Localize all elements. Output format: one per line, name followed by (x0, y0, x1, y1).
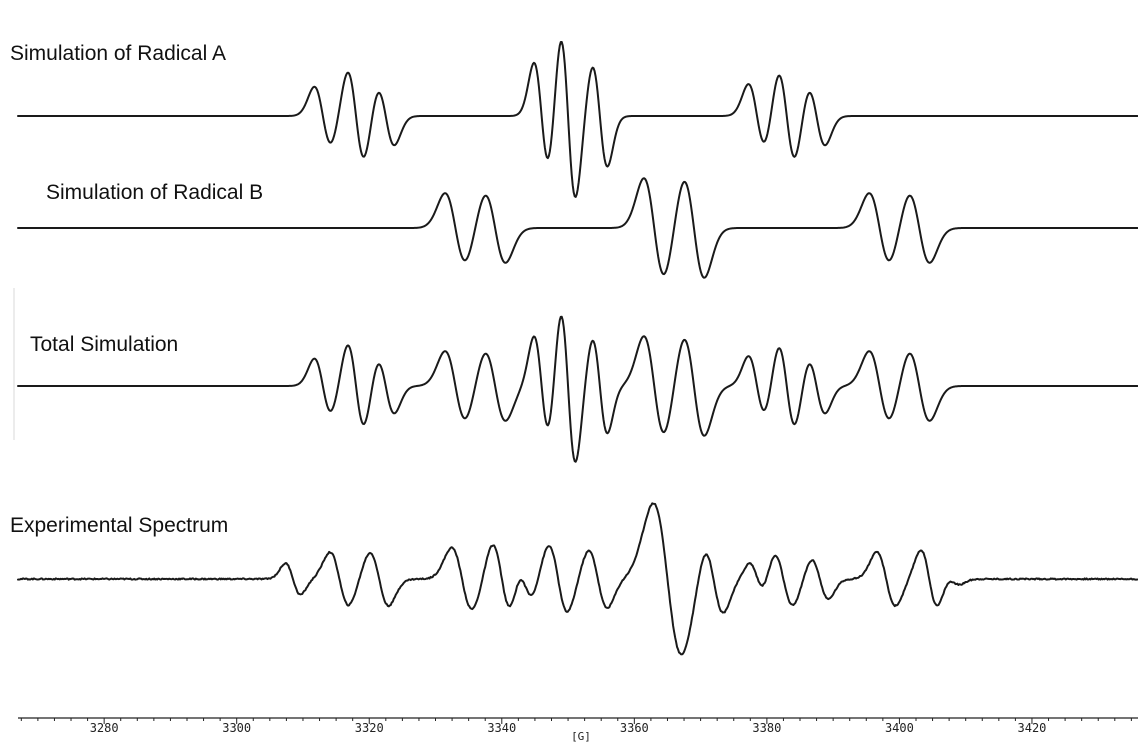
trace-1 (17, 41, 1138, 198)
label-total-simulation: Total Simulation (30, 333, 178, 356)
trace-2 (17, 177, 1138, 279)
x-tick-label: 3280 (90, 721, 119, 735)
x-tick-label: 3400 (885, 721, 914, 735)
trace-4 (17, 502, 1138, 656)
label-radical-a: Simulation of Radical A (10, 42, 226, 65)
x-tick-label: 3300 (222, 721, 251, 735)
trace-3 (17, 315, 1138, 463)
x-tick-label: 3320 (355, 721, 384, 735)
spectrum-traces (17, 41, 1138, 656)
x-tick-label: 3340 (487, 721, 516, 735)
label-experimental-spectrum: Experimental Spectrum (10, 514, 228, 537)
x-tick-label: 3360 (620, 721, 649, 735)
x-tick-label: 3380 (752, 721, 781, 735)
x-tick-label: 3420 (1018, 721, 1047, 735)
x-axis: 3280 3300 3320 3340 3360 3380 3400 3420 (18, 717, 1138, 735)
x-axis-unit-label: [G] (571, 730, 591, 743)
label-radical-b: Simulation of Radical B (46, 181, 263, 204)
